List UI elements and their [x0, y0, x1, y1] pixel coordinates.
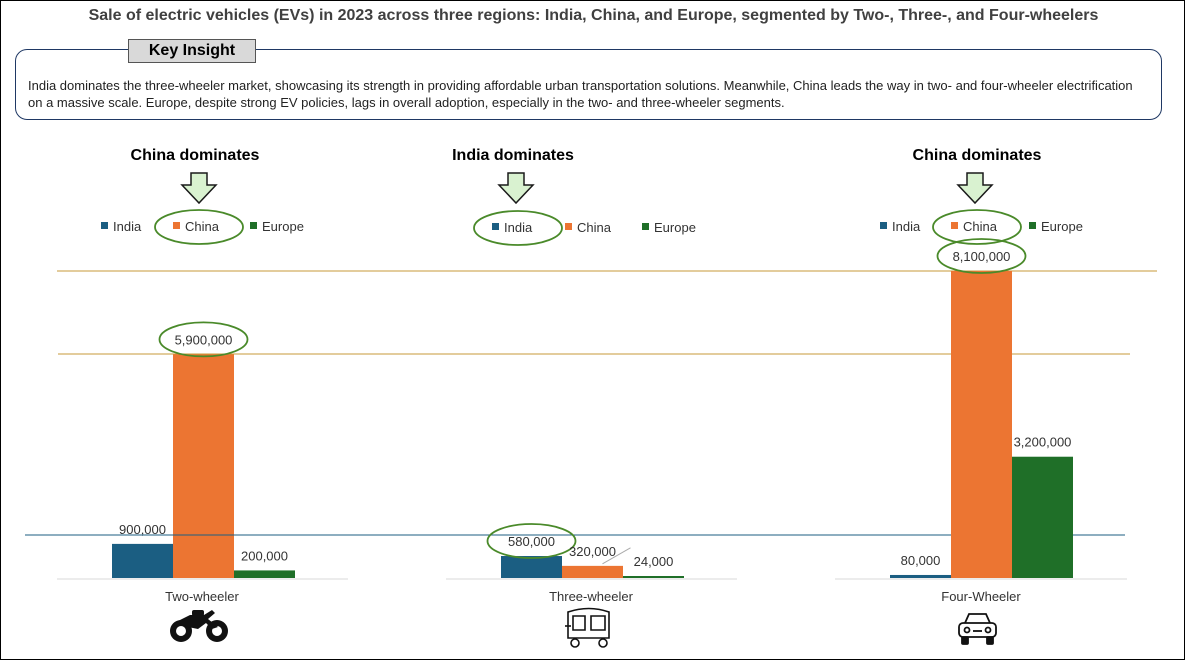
car-roof [964, 613, 991, 624]
legend-label-india: India [113, 219, 142, 234]
annotation-text: China dominates [131, 147, 260, 164]
bar-india [501, 556, 562, 578]
category-label: Four-Wheeler [941, 589, 1021, 604]
legend-label-europe: Europe [1041, 219, 1083, 234]
legend-swatch-china [565, 223, 572, 230]
car-tire-left [961, 636, 969, 645]
bar-china [173, 354, 234, 578]
bar-china [562, 565, 623, 578]
legend-label-china: China [577, 220, 612, 235]
data-label-india: 80,000 [901, 553, 941, 568]
rickshaw-body [567, 607, 610, 639]
data-label-europe: 200,000 [241, 548, 288, 563]
down-arrow-icon [180, 172, 218, 205]
legend-swatch-india [492, 223, 499, 230]
rickshaw-window-right [590, 615, 606, 631]
data-label-china: 8,100,000 [953, 249, 1011, 264]
data-label-europe: 3,200,000 [1014, 435, 1072, 450]
legend-highlight-ellipse [473, 210, 563, 246]
legend-swatch-india [101, 222, 108, 229]
bar-india [112, 543, 173, 578]
data-label-china: 320,000 [569, 544, 616, 559]
rickshaw-wheel-right [598, 638, 608, 648]
value-highlight-ellipse [486, 523, 577, 559]
motorcycle-hub-back [176, 626, 186, 636]
legend-label-india: India [504, 220, 533, 235]
annotation-text: India dominates [452, 147, 574, 164]
value-highlight-ellipse [158, 321, 249, 358]
motorcycle-body [176, 610, 218, 629]
car-headlight-right [984, 626, 992, 634]
bar-europe [623, 576, 684, 578]
data-label-europe: 24,000 [634, 554, 674, 569]
down-arrow-icon [497, 172, 535, 205]
insight-label: Key Insight [128, 39, 256, 63]
legend-label-china: China [185, 219, 220, 234]
bar-europe [1012, 456, 1073, 578]
car-tire-right [986, 636, 994, 645]
car-icon [958, 613, 997, 645]
category-label: Two-wheeler [165, 589, 239, 604]
insight-box [15, 49, 1162, 120]
legend-label-china: China [963, 219, 998, 234]
legend-label-europe: Europe [654, 220, 696, 235]
legend-swatch-india [880, 222, 887, 229]
data-label-india: 580,000 [508, 534, 555, 549]
legend-swatch-china [951, 222, 958, 229]
legend-label-europe: Europe [262, 219, 304, 234]
legend-label-india: India [892, 219, 921, 234]
legend-highlight-ellipse [932, 209, 1022, 245]
rickshaw-window-left [572, 615, 586, 631]
annotation-text: China dominates [913, 147, 1042, 164]
legend-swatch-europe [1029, 222, 1036, 229]
data-label-india: 900,000 [119, 522, 166, 537]
motorcycle-hub-front [212, 626, 222, 636]
motorcycle-icon [170, 610, 228, 642]
car-body [958, 622, 997, 638]
legend-swatch-europe [250, 222, 257, 229]
rickshaw-wheel-left [570, 638, 580, 648]
bar-europe [234, 570, 295, 578]
auto-rickshaw-icon [565, 607, 610, 648]
legend-highlight-ellipse [154, 209, 244, 245]
car-headlight-left [963, 626, 971, 634]
leader-line [602, 547, 631, 565]
legend-swatch-europe [642, 223, 649, 230]
motorcycle-tank [192, 610, 204, 616]
bar-india [890, 574, 951, 578]
value-highlight-ellipse [936, 238, 1027, 274]
chart-title: Sale of electric vehicles (EVs) in 2023 … [88, 7, 1099, 24]
insight-text: India dominates the three-wheeler market… [28, 78, 1133, 110]
category-label: Three-wheeler [549, 589, 633, 604]
legend-swatch-china [173, 222, 180, 229]
data-label-china: 5,900,000 [175, 332, 233, 347]
down-arrow-icon [956, 172, 994, 205]
bar-china [951, 271, 1012, 578]
